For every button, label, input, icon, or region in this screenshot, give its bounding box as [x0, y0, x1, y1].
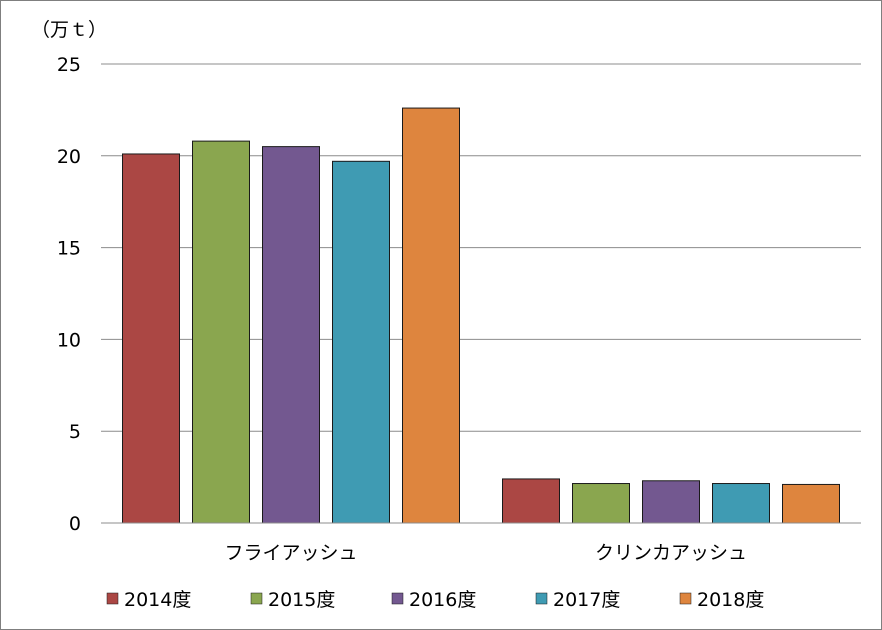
bar-2-5	[782, 483, 840, 524]
legend-swatch	[106, 592, 119, 605]
bar-1-1	[122, 153, 180, 524]
legend-swatch	[535, 592, 548, 605]
y-tick-label: 25	[57, 54, 81, 76]
y-tick-label: 15	[57, 238, 81, 260]
legend-label: 2014度	[124, 589, 191, 611]
legend-label: 2015度	[268, 589, 335, 611]
bar-2-2	[572, 483, 630, 524]
legend-label: 2017度	[553, 589, 620, 611]
category-label: フライアッシュ	[224, 542, 357, 564]
bar-2-3	[642, 480, 700, 524]
legend-swatch	[679, 592, 692, 605]
legend-label: 2018度	[697, 589, 764, 611]
bar-1-2	[192, 140, 250, 524]
bar-2-1	[502, 478, 560, 524]
y-axis-ticks: 0 5 10 15 20 25	[57, 54, 81, 535]
y-tick-label: 20	[57, 146, 81, 168]
category-labels: フライアッシュ クリンカアッシュ	[224, 542, 747, 564]
bar-1-4	[332, 160, 390, 524]
legend-label: 2016度	[409, 589, 476, 611]
y-tick-label: 5	[69, 421, 81, 443]
bar-1-5	[402, 107, 460, 524]
y-tick-label: 10	[57, 329, 81, 351]
bar-2-4	[712, 483, 770, 524]
legend-swatch	[391, 592, 404, 605]
bar-1-3	[262, 146, 320, 524]
y-axis-unit-label: （万ｔ）	[31, 19, 107, 41]
y-tick-label: 0	[69, 513, 81, 535]
legend-swatch	[250, 592, 263, 605]
category-label: クリンカアッシュ	[595, 542, 747, 564]
bars	[122, 107, 840, 524]
legend: 2014度 2015度 2016度 2017度 2018度	[106, 589, 764, 611]
